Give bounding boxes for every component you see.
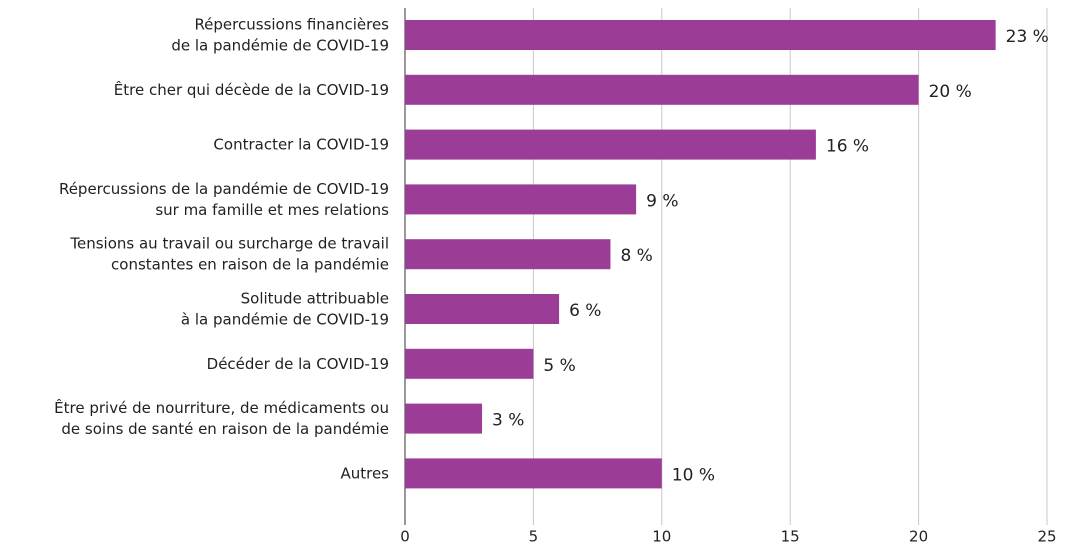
- y-tick-label-line: Décéder de la COVID-19: [207, 354, 389, 372]
- bar: [405, 348, 534, 379]
- y-tick-label: Répercussions financières de la pandémie …: [171, 15, 389, 54]
- y-tick-label: Répercussions de la pandémie de COVID-19…: [59, 179, 389, 218]
- value-label: 6 %: [569, 301, 601, 321]
- y-tick-label-line: Répercussions financières: [194, 15, 389, 33]
- y-tick-label-line: Tensions au travail ou surcharge de trav…: [69, 234, 389, 252]
- value-label: 23 %: [1006, 27, 1049, 47]
- value-label: 9 %: [646, 191, 678, 211]
- value-label: 3 %: [492, 411, 524, 431]
- y-tick-label-line: sur ma famille et mes relations: [155, 200, 389, 218]
- bar: [405, 403, 483, 434]
- y-tick-label-line: Être privé de nourriture, de médicaments…: [54, 398, 389, 417]
- value-label: 10 %: [672, 465, 715, 485]
- y-tick-label-line: Solitude attribuable: [241, 289, 389, 307]
- x-tick-label: 20: [909, 528, 928, 546]
- bar: [405, 129, 816, 160]
- x-tick-label: 5: [529, 528, 539, 546]
- y-tick-label: Être cher qui décède de la COVID-19: [114, 79, 389, 98]
- x-tick-label: 15: [781, 528, 800, 546]
- y-tick-label-line: Autres: [340, 464, 389, 482]
- y-tick-label-line: de la pandémie de COVID-19: [171, 36, 389, 54]
- y-tick-label: Contracter la COVID-19: [213, 135, 389, 153]
- y-tick-label: Être privé de nourriture, de médicaments…: [54, 398, 389, 438]
- value-label: 20 %: [929, 82, 972, 102]
- y-tick-label-line: à la pandémie de COVID-19: [181, 310, 389, 328]
- bar: [405, 184, 637, 215]
- y-tick-label-line: Répercussions de la pandémie de COVID-19: [59, 179, 389, 197]
- x-tick-label: 0: [400, 528, 410, 546]
- value-label: 16 %: [826, 137, 869, 157]
- bar: [405, 20, 996, 50]
- y-tick-label-line: Contracter la COVID-19: [213, 135, 389, 153]
- x-tick-label: 25: [1037, 528, 1056, 546]
- x-tick-label: 10: [652, 528, 671, 546]
- value-label: 8 %: [620, 246, 652, 266]
- y-tick-label-line: Être cher qui décède de la COVID-19: [114, 79, 389, 98]
- bar: [405, 458, 662, 489]
- y-tick-label: Autres: [340, 464, 389, 482]
- y-tick-label-line: de soins de santé en raison de la pandém…: [61, 420, 389, 438]
- bar: [405, 239, 611, 270]
- y-tick-label: Tensions au travail ou surcharge de trav…: [69, 234, 389, 273]
- value-label: 5 %: [543, 356, 575, 376]
- y-tick-label-line: constantes en raison de la pandémie: [111, 255, 389, 273]
- y-tick-label: Solitude attribuable à la pandémie de COV…: [181, 289, 389, 328]
- y-tick-label: Décéder de la COVID-19: [207, 354, 389, 372]
- bar: [405, 294, 560, 324]
- bar: [405, 74, 919, 105]
